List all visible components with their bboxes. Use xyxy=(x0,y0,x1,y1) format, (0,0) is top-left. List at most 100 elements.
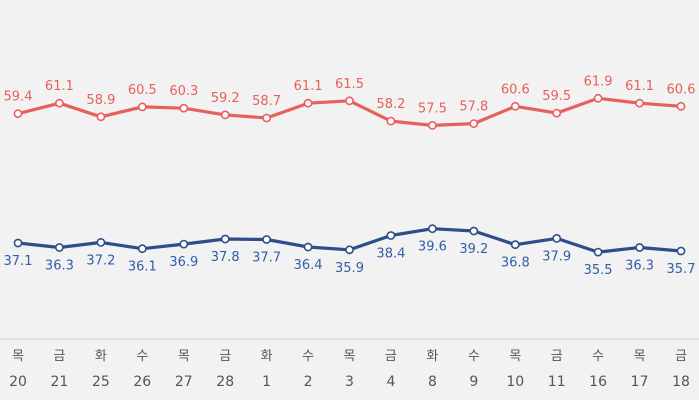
series-2-point xyxy=(96,237,106,247)
series-2-data-label: 37.8 xyxy=(211,250,240,265)
series-1-data-label: 58.7 xyxy=(252,94,281,109)
series-1-point xyxy=(345,96,354,106)
series-2-point xyxy=(220,234,230,244)
x-tick-date: 16 xyxy=(589,374,607,390)
series-1-data-label: 60.3 xyxy=(169,84,198,99)
x-tick-date: 25 xyxy=(92,374,110,390)
x-tick-date: 4 xyxy=(386,374,395,390)
x-tick-date: 3 xyxy=(345,374,354,390)
x-tick-weekday: 화 xyxy=(426,349,438,364)
x-tick-weekday: 금 xyxy=(385,349,397,364)
x-tick-weekday: 목 xyxy=(634,349,646,364)
series-1: 59.4 61.1 58.9 60.5 60.3 59.2 58.7 61.1 61.5 58.2… xyxy=(4,74,696,130)
series-1-point xyxy=(179,103,189,113)
series-1-data-label: 60.6 xyxy=(501,82,530,97)
series-1-data-label: 59.2 xyxy=(211,91,240,106)
series-2-point xyxy=(427,224,437,234)
series-2-point xyxy=(303,242,313,252)
series-1-point xyxy=(593,93,603,103)
series-2-point xyxy=(510,240,520,250)
series-1-point xyxy=(96,112,106,122)
series-1-point xyxy=(635,98,644,108)
series-1-point xyxy=(469,119,479,128)
series-1-data-label: 61.1 xyxy=(625,79,654,94)
series-2-data-label: 37.2 xyxy=(86,253,115,268)
series-2-data-label: 38.4 xyxy=(376,247,405,262)
x-tick-weekday: 수 xyxy=(136,349,148,364)
series-2-data-label: 37.9 xyxy=(542,249,571,264)
series-2-data-label: 36.3 xyxy=(625,259,654,274)
x-tick-date: 18 xyxy=(672,374,690,390)
series-1-data-label: 61.5 xyxy=(335,77,364,92)
series-2-data-label: 37.1 xyxy=(4,254,33,269)
series-2: 37.1 36.3 37.2 36.1 36.9 37.8 37.7 36.4 35.9 38.4… xyxy=(4,224,696,278)
series-2-point xyxy=(552,233,562,243)
series-1-data-label: 57.5 xyxy=(418,101,447,116)
series-1-point xyxy=(220,110,230,120)
series-2-point xyxy=(593,247,603,257)
x-tick-weekday: 금 xyxy=(53,349,65,364)
series-2-point xyxy=(13,238,23,248)
x-tick-date: 17 xyxy=(631,374,649,390)
series-1-data-label: 58.9 xyxy=(86,93,115,108)
series-1-point xyxy=(676,101,686,111)
x-tick-date: 28 xyxy=(216,374,234,390)
series-1-point xyxy=(427,121,437,130)
x-tick-weekday: 목 xyxy=(344,349,356,364)
series-2-data-label: 36.4 xyxy=(294,258,323,273)
series-2-data-label: 36.3 xyxy=(45,259,74,274)
x-tick-weekday: 수 xyxy=(468,349,480,364)
x-tick-date: 10 xyxy=(506,374,524,390)
x-tick-weekday: 화 xyxy=(261,349,273,364)
series-2-point xyxy=(345,245,354,255)
series-1-point xyxy=(303,98,313,108)
series-1-data-label: 58.2 xyxy=(376,97,405,112)
series-2-data-label: 36.8 xyxy=(501,256,530,271)
series-1-data-label: 59.5 xyxy=(542,89,571,104)
series-1-point xyxy=(386,116,396,126)
series-2-point xyxy=(262,235,271,244)
series-1-data-label: 57.8 xyxy=(459,100,488,115)
series-1-point xyxy=(510,101,520,111)
x-tick-weekday: 화 xyxy=(95,349,107,364)
x-tick-weekday: 금 xyxy=(551,349,563,364)
series-2-point xyxy=(386,231,396,240)
series-2-data-label: 39.6 xyxy=(418,240,447,255)
series-layer: 59.4 61.1 58.9 60.5 60.3 59.2 58.7 61.1 61.5 58.2… xyxy=(4,74,696,278)
series-1-data-label: 61.1 xyxy=(45,79,74,94)
series-2-point xyxy=(137,244,147,254)
series-2-point xyxy=(469,226,479,236)
x-axis-labels: 목 20 금 21 화 25 수 26 목 27 금 28 화 1 수 2 목 3 금 4 화 8 수 9 목 10 금 11 수 16 목… xyxy=(9,349,690,390)
series-2-data-label: 36.1 xyxy=(128,260,157,275)
series-2-point xyxy=(635,243,644,252)
series-1-point xyxy=(552,108,562,118)
x-tick-date: 8 xyxy=(428,374,437,390)
series-2-data-label: 35.5 xyxy=(584,263,613,278)
series-1-point xyxy=(262,113,271,123)
series-1-point xyxy=(55,98,64,108)
x-tick-date: 21 xyxy=(50,374,68,390)
series-1-data-label: 61.9 xyxy=(584,74,613,89)
series-1-data-label: 60.6 xyxy=(667,82,696,97)
x-tick-weekday: 수 xyxy=(302,349,314,364)
x-tick-date: 11 xyxy=(548,374,566,390)
x-tick-weekday: 금 xyxy=(675,349,687,364)
series-2-data-label: 35.7 xyxy=(667,262,696,277)
series-1-point xyxy=(13,109,23,119)
series-2-data-label: 39.2 xyxy=(459,242,488,257)
series-2-point xyxy=(179,239,189,249)
series-1-data-label: 59.4 xyxy=(4,90,33,105)
x-tick-date: 1 xyxy=(262,374,271,390)
x-tick-weekday: 목 xyxy=(178,349,190,364)
x-tick-weekday: 목 xyxy=(12,349,24,364)
series-2-point xyxy=(55,243,64,252)
series-2-point xyxy=(676,246,686,256)
x-tick-weekday: 수 xyxy=(592,349,604,364)
series-2-data-label: 36.9 xyxy=(169,255,198,270)
x-tick-date: 27 xyxy=(175,374,193,390)
series-2-data-label: 37.7 xyxy=(252,251,281,266)
series-1-point xyxy=(137,102,147,112)
